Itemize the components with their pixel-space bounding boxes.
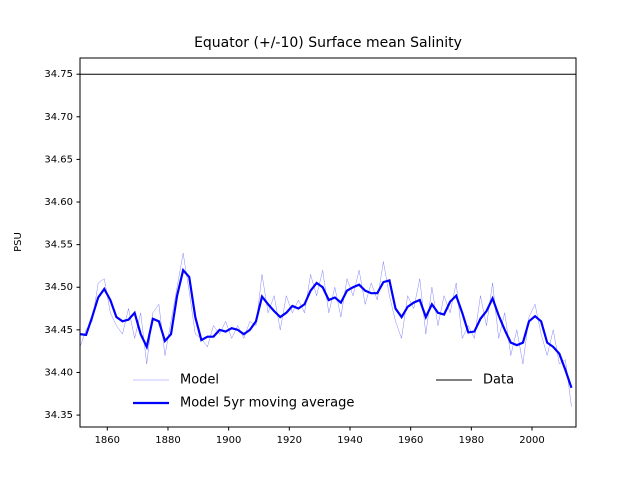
y-tick-label: 34.70 bbox=[44, 112, 73, 123]
chart-title: Equator (+/-10) Surface mean Salinity bbox=[194, 35, 462, 51]
x-tick-label: 1900 bbox=[216, 435, 241, 446]
y-tick-label: 34.35 bbox=[44, 410, 73, 421]
x-tick-label: 1880 bbox=[155, 435, 180, 446]
x-tick-label: 1940 bbox=[337, 435, 362, 446]
legend-label: Data bbox=[483, 373, 514, 388]
x-tick-label: 1960 bbox=[398, 435, 423, 446]
y-tick-label: 34.50 bbox=[44, 282, 73, 293]
y-tick-label: 34.65 bbox=[44, 154, 73, 165]
y-tick-label: 34.60 bbox=[44, 197, 73, 208]
y-tick-label: 34.45 bbox=[44, 325, 73, 336]
legend-label: Model 5yr moving average bbox=[180, 396, 354, 411]
x-tick-label: 2000 bbox=[519, 435, 544, 446]
y-tick-label: 34.75 bbox=[44, 69, 73, 80]
y-tick-label: 34.55 bbox=[44, 240, 73, 251]
x-tick-label: 1860 bbox=[95, 435, 120, 446]
legend-label: Model bbox=[180, 373, 219, 388]
y-tick-label: 34.40 bbox=[44, 367, 73, 378]
y-axis-label: PSU bbox=[13, 232, 24, 252]
x-tick-label: 1920 bbox=[277, 435, 302, 446]
x-tick-label: 1980 bbox=[459, 435, 484, 446]
plot-frame bbox=[79, 57, 577, 428]
series-line bbox=[80, 267, 573, 389]
